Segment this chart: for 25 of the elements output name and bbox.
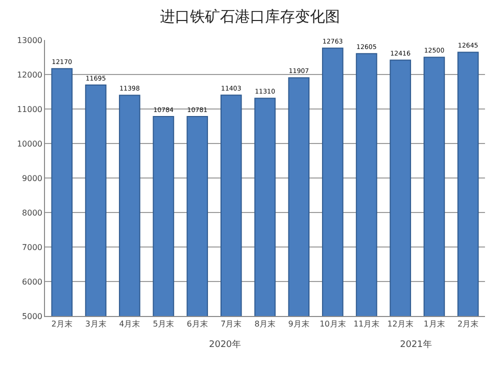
x-tick-label: 3月末 (85, 320, 106, 329)
x-tick-label: 8月末 (254, 320, 276, 329)
text: 2020年 (209, 339, 241, 350)
y-tick-label: 11000 (16, 104, 42, 114)
x-tick-label: 4月末 (119, 320, 140, 329)
x-tick-label: 2月末 (458, 320, 479, 329)
x-tick-label: 11月末 (353, 320, 380, 329)
x-tick-label: 1月末 (424, 320, 445, 329)
y-tick-label: 12000 (16, 70, 42, 80)
y-tick-label: 9000 (22, 174, 42, 183)
y-tick-label: 13000 (16, 36, 42, 45)
chart-title: 进口铁矿石港口库存变化图 (160, 8, 340, 26)
x-tick-label: 12月末 (387, 320, 414, 329)
x-tick-label: 10月末 (320, 320, 346, 329)
y-tick-label: 7000 (22, 242, 42, 252)
x-tick-label: 9月末 (288, 320, 310, 329)
x-tick-label: 6月末 (186, 320, 208, 329)
y-tick-label: 5000 (22, 312, 42, 321)
x-tick-label: 7月末 (220, 320, 242, 329)
y-tick-label: 8000 (22, 208, 42, 218)
y-tick-label: 10000 (16, 139, 42, 148)
text: 2021年 (400, 339, 432, 350)
x-tick-label: 5月末 (152, 320, 174, 329)
x-tick-label: 2月末 (51, 320, 72, 329)
y-tick-label: 6000 (22, 277, 42, 286)
